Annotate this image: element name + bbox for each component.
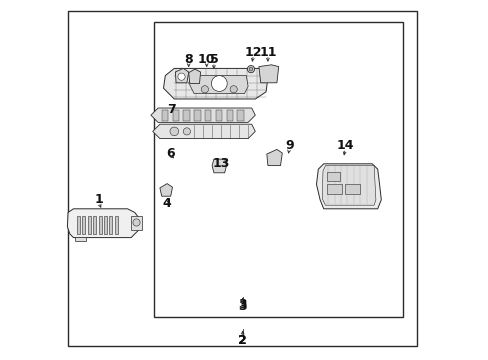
- Text: 2: 2: [238, 334, 246, 347]
- Circle shape: [133, 219, 140, 226]
- Polygon shape: [163, 68, 267, 99]
- Polygon shape: [75, 237, 86, 241]
- Text: 5: 5: [209, 53, 218, 66]
- Polygon shape: [109, 216, 112, 234]
- Polygon shape: [104, 216, 107, 234]
- Bar: [326, 184, 341, 194]
- Circle shape: [211, 76, 227, 91]
- Polygon shape: [212, 159, 226, 173]
- Polygon shape: [115, 216, 118, 234]
- Polygon shape: [183, 110, 189, 121]
- Text: 3: 3: [238, 300, 246, 312]
- Polygon shape: [316, 164, 381, 209]
- Text: 8: 8: [184, 53, 193, 66]
- Text: 3: 3: [238, 298, 246, 311]
- Polygon shape: [160, 184, 172, 196]
- Polygon shape: [194, 110, 200, 121]
- Text: 4: 4: [163, 197, 171, 210]
- Circle shape: [201, 86, 208, 93]
- Polygon shape: [162, 110, 168, 121]
- Text: 2: 2: [238, 334, 246, 347]
- Polygon shape: [188, 69, 200, 84]
- Text: 7: 7: [167, 103, 176, 116]
- Polygon shape: [266, 149, 282, 166]
- Circle shape: [170, 127, 178, 136]
- Text: 13: 13: [212, 157, 229, 170]
- Text: 12: 12: [244, 46, 262, 59]
- Text: 10: 10: [198, 53, 215, 66]
- Circle shape: [249, 67, 252, 71]
- Text: 14: 14: [336, 139, 353, 152]
- Polygon shape: [93, 216, 96, 234]
- Polygon shape: [215, 110, 222, 121]
- Polygon shape: [77, 216, 80, 234]
- Polygon shape: [226, 110, 232, 121]
- Polygon shape: [99, 216, 102, 234]
- Polygon shape: [258, 65, 278, 83]
- Polygon shape: [131, 216, 142, 230]
- Circle shape: [183, 128, 190, 135]
- Polygon shape: [175, 68, 188, 83]
- Polygon shape: [237, 110, 244, 121]
- Polygon shape: [67, 209, 140, 238]
- Bar: [345, 184, 359, 194]
- Polygon shape: [172, 110, 179, 121]
- Polygon shape: [88, 216, 91, 234]
- Bar: [326, 172, 339, 181]
- Text: 11: 11: [259, 46, 276, 59]
- Text: 9: 9: [285, 139, 293, 152]
- Polygon shape: [152, 124, 255, 139]
- Polygon shape: [82, 216, 85, 234]
- Circle shape: [230, 86, 237, 93]
- Circle shape: [247, 66, 254, 73]
- Polygon shape: [188, 76, 247, 94]
- Text: 6: 6: [166, 147, 175, 159]
- Text: 1: 1: [94, 193, 103, 206]
- Polygon shape: [204, 110, 211, 121]
- Polygon shape: [151, 108, 255, 122]
- Bar: [154, 22, 402, 317]
- Circle shape: [178, 73, 185, 80]
- Polygon shape: [322, 166, 375, 205]
